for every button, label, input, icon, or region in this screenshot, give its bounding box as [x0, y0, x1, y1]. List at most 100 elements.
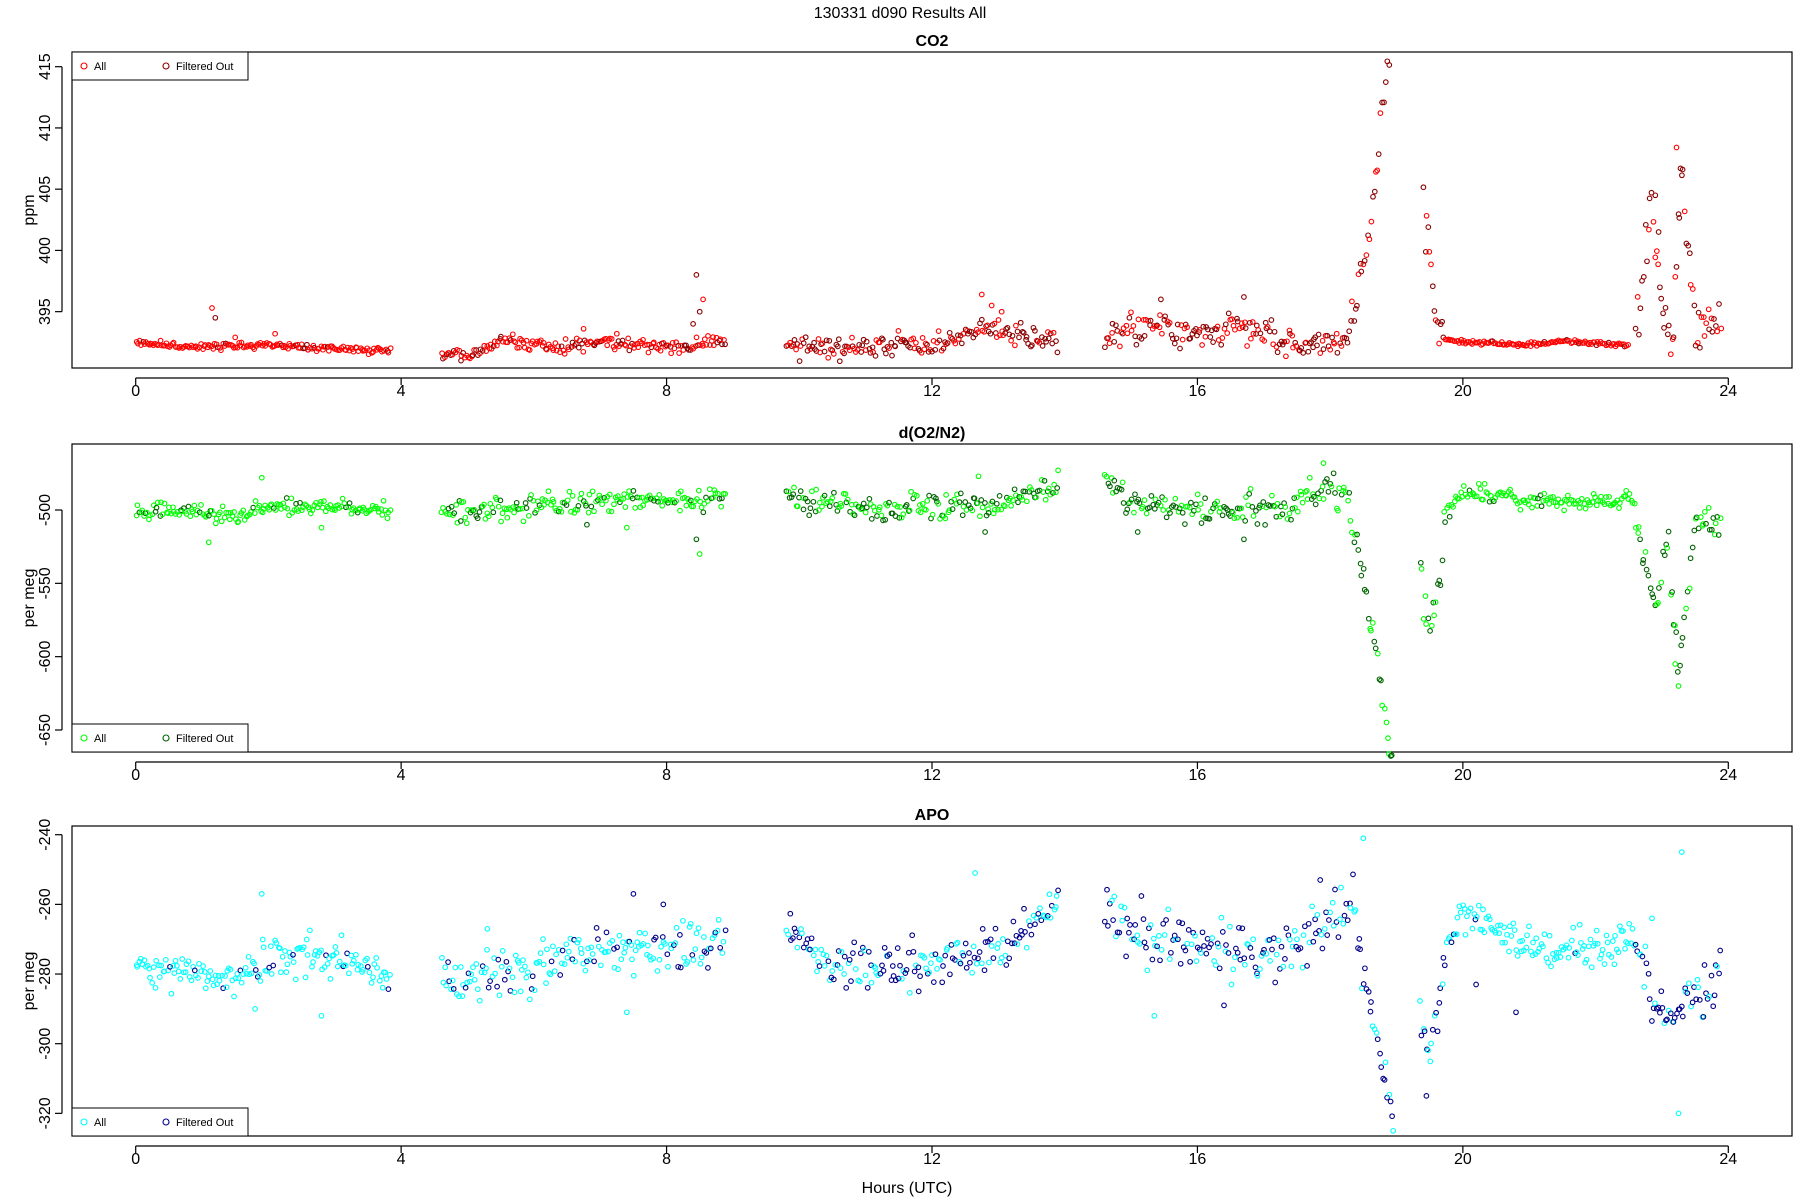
point-all [1519, 938, 1526, 944]
point-all [842, 491, 849, 497]
point-filtered [1304, 963, 1310, 969]
point-all [212, 972, 219, 979]
point-filtered [1045, 335, 1052, 342]
point-all [236, 339, 243, 346]
point-all [1701, 333, 1708, 339]
point-all [257, 978, 264, 984]
point-filtered [671, 499, 678, 506]
point-all [1533, 935, 1540, 942]
point-filtered [1363, 588, 1370, 595]
point-all [711, 932, 718, 939]
point-filtered [1679, 172, 1685, 179]
point-filtered [1354, 531, 1360, 538]
point-filtered [1673, 264, 1680, 270]
point-all [1481, 929, 1488, 936]
point-all [1338, 343, 1345, 349]
point-filtered [992, 925, 999, 932]
point-all [1151, 323, 1157, 329]
point-filtered [1343, 900, 1350, 907]
point-filtered [664, 951, 671, 958]
point-all [1615, 949, 1622, 956]
point-all [281, 342, 287, 349]
point-all [1703, 320, 1710, 327]
point-filtered [826, 337, 833, 344]
point-filtered [1260, 499, 1267, 505]
point-filtered [1671, 1014, 1678, 1021]
point-filtered [874, 513, 880, 519]
point-filtered [846, 956, 853, 963]
point-filtered [283, 495, 290, 501]
point-all [286, 512, 292, 519]
point-all [1582, 505, 1589, 512]
point-outlier [693, 272, 700, 278]
point-all [251, 960, 257, 967]
point-all [1550, 951, 1556, 957]
point-all [591, 508, 597, 515]
point-all [1718, 325, 1725, 332]
point-filtered [1225, 950, 1232, 956]
point-all [791, 484, 797, 491]
point-all [152, 984, 159, 991]
point-filtered [1320, 346, 1327, 352]
point-filtered [1030, 324, 1037, 331]
point-all [525, 969, 531, 976]
point-all [673, 498, 680, 504]
point-all [1386, 1091, 1393, 1098]
point-all [1330, 922, 1337, 929]
point-outlier [623, 1009, 630, 1016]
point-all [1292, 505, 1298, 511]
point-all [1542, 341, 1549, 347]
point-all [578, 950, 585, 957]
point-filtered [457, 518, 464, 524]
point-all [1232, 954, 1238, 961]
point-filtered [507, 337, 514, 343]
point-all [1124, 330, 1131, 337]
point-filtered [1663, 1017, 1669, 1024]
point-filtered [1370, 193, 1376, 200]
point-all [568, 508, 574, 515]
x-tick-label: 8 [662, 383, 671, 400]
point-filtered [1333, 919, 1340, 925]
point-all [578, 490, 585, 497]
panel-title: d(O2/N2) [899, 425, 966, 442]
point-filtered [796, 934, 803, 941]
point-filtered [1335, 934, 1342, 940]
point-all [1198, 950, 1204, 956]
point-filtered [930, 979, 937, 985]
point-all [632, 505, 639, 511]
point-all [1578, 495, 1585, 502]
point-all [618, 496, 624, 503]
point-filtered [1127, 922, 1133, 928]
point-all [1524, 932, 1530, 939]
point-filtered [790, 491, 797, 498]
point-all [1249, 319, 1256, 325]
point-all [703, 341, 710, 348]
point-filtered [1379, 99, 1385, 106]
point-filtered [689, 952, 696, 958]
point-all [640, 941, 647, 947]
point-all [284, 505, 291, 512]
point-filtered [1028, 343, 1034, 350]
point-all [1450, 504, 1456, 510]
point-filtered [909, 932, 916, 939]
point-all [701, 934, 707, 940]
point-all [611, 346, 618, 353]
point-all [1540, 943, 1546, 950]
point-filtered [1324, 932, 1331, 938]
point-filtered [1035, 910, 1042, 917]
point-all [1118, 903, 1125, 910]
point-all [794, 944, 801, 951]
point-filtered [1674, 669, 1681, 675]
point-filtered [1113, 322, 1119, 329]
point-all [1289, 943, 1296, 950]
point-all [683, 502, 690, 509]
point-all [1018, 494, 1025, 500]
point-filtered [987, 936, 994, 943]
point-filtered [1636, 331, 1642, 338]
point-outlier [998, 308, 1005, 315]
point-filtered [830, 976, 837, 983]
point-filtered [948, 942, 955, 948]
point-filtered [1016, 334, 1022, 341]
x-axis-label: Hours (UTC) [862, 1180, 953, 1197]
point-outlier [1672, 661, 1679, 667]
